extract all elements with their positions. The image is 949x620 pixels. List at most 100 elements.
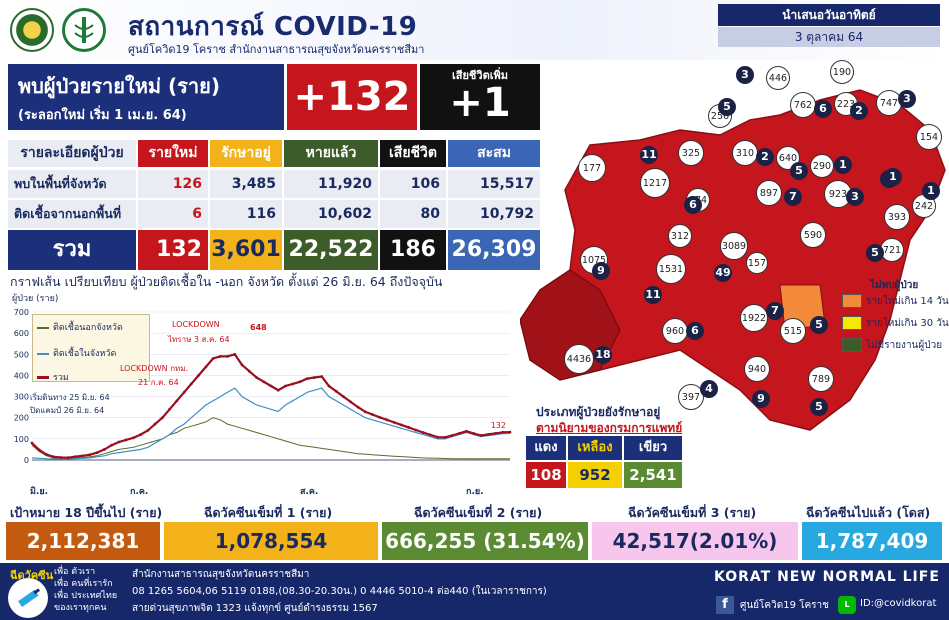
- map-district-count: 3089: [720, 232, 748, 260]
- legend-out-province: ติดเชื้อนอกจังหวัด: [37, 320, 145, 334]
- total-recovered: 22,522: [284, 230, 378, 270]
- annotation-lockdown: LOCKDOWN: [172, 320, 220, 329]
- legend-in-province: ติดเชื้อในจังหวัด: [37, 346, 145, 360]
- new-cases-sublabel: (ระลอกใหม่ เริ่ม 1 เม.ย. 64): [18, 108, 187, 123]
- map-district-count: 446: [766, 66, 790, 90]
- y-tick-label: 200: [14, 414, 29, 423]
- map-district-count: 960: [662, 318, 688, 344]
- table-header-detail: รายละเอียดผู้ป่วย: [8, 140, 136, 167]
- death-box: [420, 64, 540, 130]
- graph-title: กราฟเส้น เปรียบเทียบ ผู้ป่วยติดเชื้อใน -…: [10, 274, 443, 289]
- map-legend-yellow: รายใหม่เกิน 30 วัน: [842, 316, 949, 331]
- month-label: ส.ค.: [300, 487, 319, 497]
- triage-header-red: แดง: [526, 436, 566, 460]
- table-cell: 116: [210, 200, 282, 228]
- moph-logo-icon: [10, 8, 54, 52]
- total-point: [247, 369, 251, 373]
- map-district-count: 312: [668, 224, 692, 248]
- total-point: [342, 395, 345, 398]
- vaccine-slogan: เพื่อ ตัวเรา เพื่อ คนที่เรารัก เพื่อ ประ…: [54, 567, 118, 613]
- month-label: ก.ย.: [466, 487, 484, 497]
- annotation-date2: 21 ก.ค. 64: [138, 378, 179, 387]
- map-new-case-dot: 5: [810, 398, 828, 416]
- map-district-count: 4436: [564, 344, 594, 374]
- map-district-count: 590: [800, 222, 826, 248]
- total-point: [45, 453, 48, 456]
- map-new-case-dot: 1: [834, 156, 852, 174]
- map-district-count: 154: [916, 124, 942, 150]
- total-point: [486, 433, 490, 436]
- map-new-case-dot: 6: [814, 100, 832, 118]
- total-point: [204, 365, 208, 369]
- y-tick-label: 500: [14, 350, 29, 359]
- footer-hotline: สายด่วนสุขภาพจิต 1323 แจ้งทุกข์ ศูนย์ดำร…: [132, 603, 378, 614]
- table-cell: 80: [380, 200, 446, 228]
- map-new-case-dot: 3: [736, 66, 754, 84]
- footer-line-id[interactable]: ID:@covidkorat: [860, 598, 937, 609]
- total-point: [146, 429, 150, 432]
- total-point: [465, 429, 468, 433]
- total-point: [320, 375, 324, 378]
- total-point: [124, 438, 128, 442]
- total-cumulative: 26,309: [448, 230, 540, 270]
- total-point: [37, 448, 41, 452]
- map-new-case-dot: 5: [810, 316, 828, 334]
- map-new-case-dot: 5: [790, 162, 808, 180]
- total-point: [59, 456, 63, 459]
- map-new-case-dot: 18: [594, 346, 612, 364]
- date-value: 3 ตุลาคม 64: [718, 27, 940, 47]
- total-point: [131, 436, 135, 440]
- series-line-0: [31, 417, 510, 460]
- map-new-case-dot: 1: [922, 182, 940, 200]
- map-new-case-dot: 2: [850, 102, 868, 120]
- map-new-case-dot: 11: [640, 146, 658, 164]
- map-district-count: 897: [756, 180, 782, 206]
- total-point: [211, 357, 215, 360]
- y-tick-label: 700: [14, 308, 29, 317]
- footer: [0, 563, 949, 620]
- total-point: [327, 384, 331, 388]
- total-point: [66, 456, 70, 460]
- total-point: [175, 399, 179, 403]
- triage-title: ประเภทผู้ป่วยยังรักษาอยู่: [536, 405, 661, 419]
- map-new-case-dot: 11: [644, 286, 662, 304]
- date-title: นำเสนอวันอาทิตย์: [718, 4, 940, 26]
- map-new-case-dot: 7: [784, 188, 802, 206]
- map-district-count: 290: [810, 154, 834, 178]
- total-point: [160, 416, 164, 420]
- map-new-case-dot: 49: [714, 264, 732, 282]
- map-new-case-dot: 3: [846, 188, 864, 206]
- total-point: [103, 448, 106, 451]
- total-point: [117, 440, 121, 444]
- footer-facebook[interactable]: ศูนย์โควิด19 โคราช: [740, 600, 829, 611]
- table-header-treating: รักษาอยู่: [210, 140, 282, 167]
- total-point: [501, 430, 505, 434]
- total-new: 132: [138, 230, 208, 270]
- legend-total: รวม: [37, 370, 145, 384]
- footer-org: สำนักงานสาธารณสุขจังหวัดนครราชสีมา: [132, 569, 310, 580]
- vaccine-dose2-label: ฉีดวัคซีนเข็มที่ 2 (ราย): [414, 505, 543, 520]
- y-tick-label: 600: [14, 329, 29, 338]
- total-point: [349, 400, 353, 404]
- total-point: [88, 453, 92, 457]
- map-district-count: 190: [830, 60, 854, 84]
- total-point: [370, 413, 374, 416]
- total-point: [443, 435, 447, 439]
- table-header-deaths: เสียชีวิต: [380, 140, 446, 167]
- vaccine-dose3-label: ฉีดวัคซีนเข็มที่ 3 (ราย): [628, 505, 757, 520]
- page-subtitle: ศูนย์โควิด19 โคราช สำนักงานสาธารณสุขจังห…: [128, 43, 425, 56]
- table-row-label: พบในพื้นที่จังหวัด: [8, 170, 136, 198]
- table-cell: 3,485: [210, 170, 282, 198]
- total-point: [262, 380, 266, 384]
- map-new-case-dot: 6: [684, 196, 702, 214]
- map-district-count: 177: [578, 154, 606, 182]
- total-point: [407, 426, 411, 429]
- vaccine-dose2-value: 666,255 (31.54%): [382, 522, 588, 560]
- triage-value-yellow: 952: [568, 462, 622, 488]
- total-point: [305, 377, 309, 380]
- map-new-case-dot: 7: [766, 302, 784, 320]
- table-row-label: ติดเชื้อจากนอกพื้นที่: [8, 200, 136, 228]
- map-new-case-dot: 4: [700, 380, 718, 398]
- death-value: +1: [449, 80, 511, 126]
- total-point: [392, 420, 396, 424]
